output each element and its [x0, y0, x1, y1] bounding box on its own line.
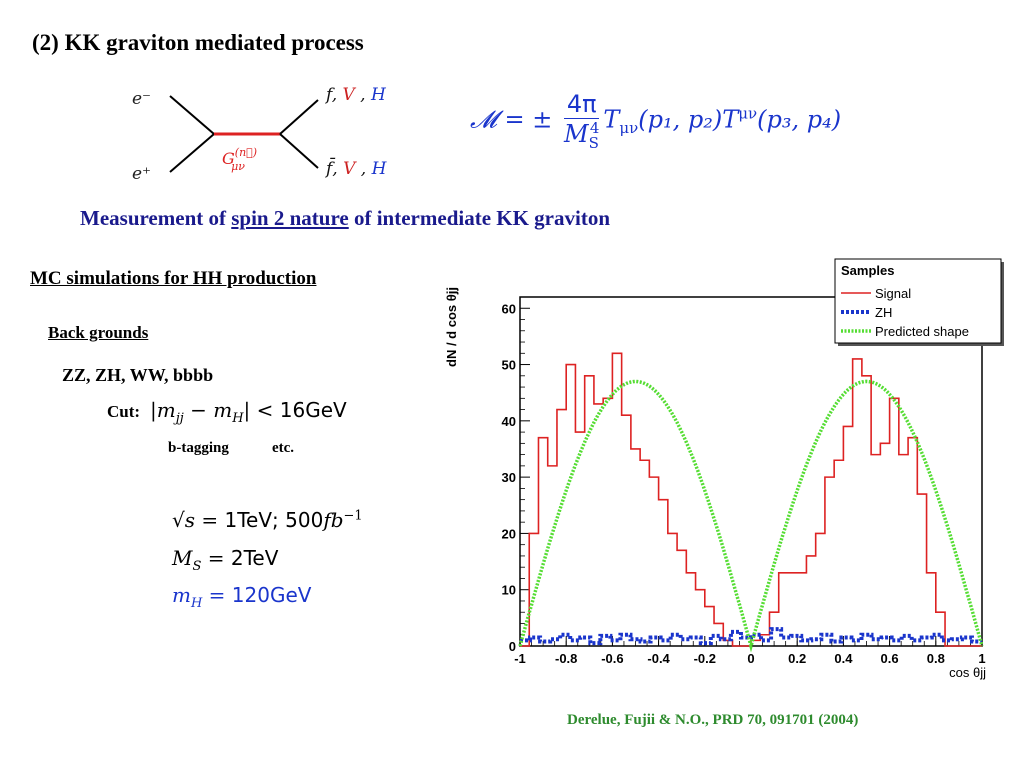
incoming-positron-line: [169, 133, 215, 173]
e-plus-label: e⁺: [132, 164, 151, 184]
x-tick-label: 0: [747, 651, 754, 666]
plot-frame: [519, 296, 983, 647]
page-title: (2) KK graviton mediated process: [32, 30, 364, 55]
y-tick-label: 60: [502, 301, 516, 316]
legend-entry: Predicted shape: [875, 324, 969, 339]
x-tick-label: 0.2: [788, 651, 806, 666]
particle-label-part: V: [343, 85, 357, 105]
graviton-label: G(n⃗) μν: [222, 146, 257, 173]
e-minus-label: e⁻: [132, 89, 151, 109]
y-tick-label: 40: [502, 414, 516, 429]
legend-entry: ZH: [875, 305, 892, 320]
x-tick-label: -0.6: [601, 651, 623, 666]
amplitude-formula: 𝓜 = ± 4π MS4 Tμν(p₁, p₂)Tμν(p₃, p₄): [470, 90, 842, 152]
cut-expression: |mjj − mH| < 16GeV: [150, 398, 347, 426]
outgoing-top-line: [279, 99, 319, 135]
param-mh: mH = 120GeV: [172, 583, 312, 611]
y-tick-label: 0: [509, 639, 516, 654]
param-ms: MS = 2TeV: [172, 546, 279, 574]
particle-label-part: f: [324, 85, 335, 105]
measurement-subtitle: Measurement of spin 2 nature of intermed…: [80, 206, 611, 230]
particle-label-part: ,: [332, 159, 343, 179]
x-tick-label: 0.4: [834, 651, 853, 666]
legend-entry: Signal: [875, 286, 911, 301]
x-tick-label: 1: [978, 651, 985, 666]
y-tick-label: 50: [502, 358, 516, 373]
x-tick-label: 0.6: [881, 651, 899, 666]
cut-label: Cut:: [107, 402, 141, 421]
x-tick-label: -0.2: [694, 651, 716, 666]
x-tick-label: -1: [514, 651, 526, 666]
outgoing-top-label: f, V , H: [324, 85, 387, 105]
y-tick-label: 10: [502, 583, 516, 598]
param-energy: √s = 1TeV; 500fb−1: [172, 508, 363, 532]
y-axis-label: dN / d cos θjj: [444, 287, 459, 367]
particle-label-part: V: [343, 159, 357, 179]
mc-heading: MC simulations for HH production: [30, 268, 317, 289]
predicted-shape-curve: [518, 379, 984, 653]
outgoing-bottom-line: [279, 133, 319, 169]
legend-box: [834, 258, 1002, 344]
outgoing-bottom-label: f̄, V , H: [324, 156, 388, 179]
feynman-diagram: e⁻ e⁺ G(n⃗) μν f, V , H f̄, V , H: [132, 85, 388, 184]
reference-citation: Derelue, Fujii & N.O., PRD 70, 091701 (2…: [567, 712, 859, 728]
etc-label: etc.: [272, 440, 295, 456]
particle-label-part: f̄: [324, 156, 336, 179]
backgrounds-list: ZZ, ZH, WW, bbbb: [62, 365, 214, 385]
y-tick-label: 30: [502, 470, 516, 485]
y-tick-label: 20: [502, 526, 516, 541]
zh-histogram: [520, 627, 982, 646]
legend-title: Samples: [841, 263, 894, 278]
particle-label-part: ,: [332, 85, 343, 105]
particle-label-part: ,: [355, 159, 371, 179]
x-tick-label: 0.8: [927, 651, 945, 666]
x-axis-label: cos θjj: [949, 665, 986, 680]
particle-label-part: H: [371, 159, 388, 179]
particle-label-part: ,: [355, 85, 371, 105]
x-tick-label: -0.4: [647, 651, 670, 666]
particle-label-part: H: [370, 85, 387, 105]
signal-histogram: [520, 352, 982, 647]
incoming-electron-line: [169, 95, 215, 135]
backgrounds-heading: Back grounds: [48, 323, 149, 342]
btagging-label: b-tagging: [168, 440, 229, 456]
x-tick-label: -0.8: [555, 651, 577, 666]
cos-theta-histogram: 0 10 20 30 40 50 60 -1 -0.8 -0.6 -0.4 -0.2 0 0.2 0.4 0.…: [444, 258, 1004, 680]
